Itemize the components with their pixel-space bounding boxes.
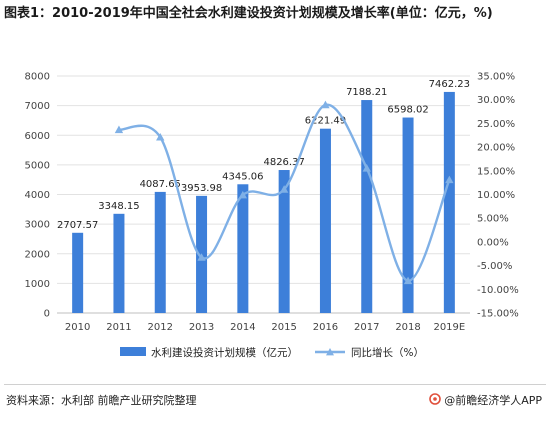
x-tick-label: 2017 (354, 322, 379, 333)
x-tick-label: 2014 (230, 322, 255, 333)
bar-data-label: 7188.21 (346, 87, 387, 98)
y-left-tick-label: 0 (44, 309, 50, 320)
y-left-tick-label: 7000 (25, 101, 50, 112)
growth-marker (156, 132, 165, 141)
y-left-tick-label: 1000 (25, 279, 50, 290)
y-right-tick-label: 30.00% (477, 95, 515, 106)
x-tick-label: 2011 (106, 322, 131, 333)
x-tick-label: 2015 (271, 322, 296, 333)
growth-marker (403, 276, 413, 285)
y-right-tick-label: 20.00% (477, 143, 515, 154)
brand-text: @前瞻经济学人APP (444, 394, 542, 407)
bar-data-label: 4826.37 (263, 157, 304, 168)
bar (278, 170, 290, 313)
y-left-tick-label: 6000 (25, 131, 50, 142)
bar (154, 191, 166, 313)
bar (402, 117, 414, 313)
bar (113, 213, 125, 313)
growth-marker (197, 253, 206, 261)
y-right-tick-label: 5.00% (477, 214, 509, 225)
bar-data-label: 3348.15 (98, 201, 139, 212)
y-left-tick-label: 3000 (25, 220, 50, 231)
bar (72, 232, 84, 313)
growth-marker (362, 164, 371, 172)
legend-bar-label: 水利建设投资计划规模（亿元） (151, 346, 298, 359)
brand-credit: @前瞻经济学人APP (429, 392, 542, 408)
bar-data-label: 3953.98 (181, 183, 222, 194)
x-tick-label: 2019E (433, 322, 465, 333)
y-right-tick-label: 35.00% (477, 72, 515, 83)
y-right-tick-label: 15.00% (477, 166, 515, 177)
chart: 0 1000 2000 3000 4000 5000 6000 7000 8000 -15.00%… (25, 72, 519, 360)
bar-data-label: 7462.23 (429, 79, 470, 90)
bar-data-label: 6221.49 (305, 116, 346, 127)
x-tick-label: 2013 (189, 322, 214, 333)
x-tick-label: 2012 (148, 322, 173, 333)
x-tick-label: 2010 (65, 322, 90, 333)
bar-data-label: 4345.06 (222, 171, 263, 182)
bar-data-label: 2707.57 (57, 220, 98, 231)
footer-divider (4, 384, 546, 385)
growth-line (118, 103, 451, 283)
growth-marker (445, 175, 454, 184)
y-right-tick-label: -10.00% (477, 285, 519, 296)
y-right-tick-label: 0.00% (477, 237, 509, 248)
growth-marker (321, 100, 330, 109)
y-right-tick-label: 10.00% (477, 190, 515, 201)
growth-marker (114, 125, 124, 134)
legend-line-label: 同比增长（%） (351, 346, 424, 359)
bar (443, 91, 455, 314)
legend-line-marker (326, 348, 334, 356)
growth-marker (279, 185, 289, 193)
y-right-tick-label: -5.00% (477, 261, 512, 272)
y-left-tick-label: 8000 (25, 72, 50, 83)
brand-logo-icon (429, 392, 442, 408)
y-left-tick-label: 5000 (25, 160, 50, 171)
bar-data-label: 4087.65 (140, 179, 181, 190)
y-left-tick-label: 2000 (25, 249, 50, 260)
legend-bar-swatch (120, 347, 146, 356)
growth-marker (238, 190, 248, 199)
x-tick-label: 2016 (313, 322, 338, 333)
bar (237, 184, 249, 313)
x-tick-label: 2018 (395, 322, 420, 333)
y-right-tick-label: -15.00% (477, 309, 519, 320)
chart-title: 图表1：2010-2019年中国全社会水利建设投资计划规模及增长率(单位：亿元，… (4, 6, 493, 21)
bar-data-label: 6598.02 (387, 105, 428, 116)
y-left-tick-label: 4000 (25, 190, 50, 201)
bar (319, 128, 331, 313)
source-note: 资料来源：水利部 前瞻产业研究院整理 (6, 394, 197, 407)
bar (361, 100, 373, 313)
y-right-tick-label: 25.00% (477, 119, 515, 130)
